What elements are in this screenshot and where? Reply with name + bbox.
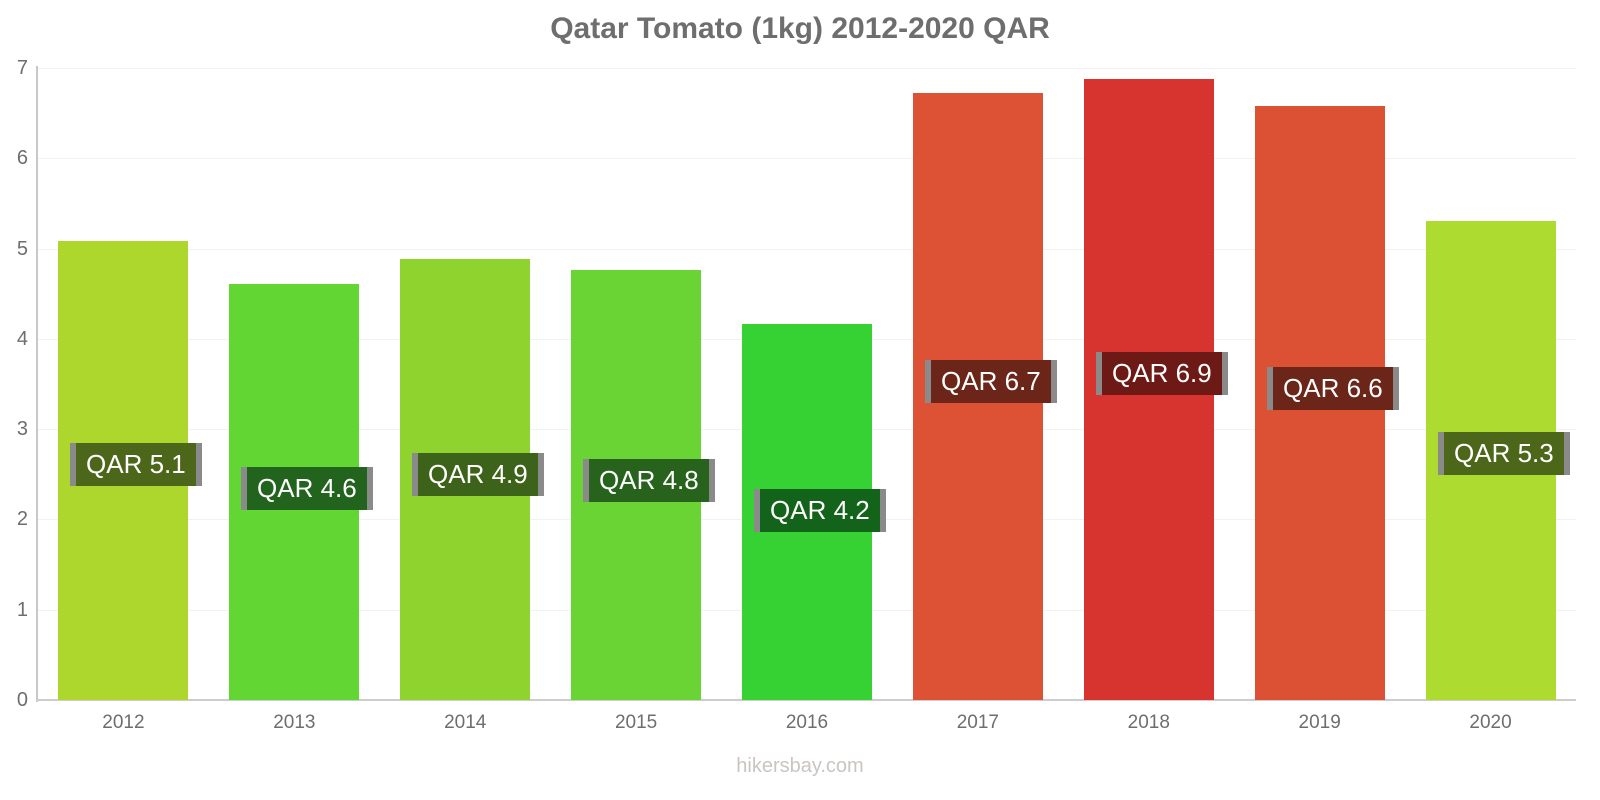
gridline	[36, 68, 1576, 69]
y-axis-tick-label: 7	[16, 57, 28, 79]
x-axis-tick-label: 2018	[1127, 712, 1170, 733]
source-watermark: hikersbay.com	[736, 755, 864, 777]
bar-value-label: QAR 4.6	[241, 467, 373, 510]
bar-value-label: QAR 5.1	[70, 443, 202, 486]
gridline	[36, 158, 1576, 160]
y-axis-tick-label: 4	[16, 327, 28, 350]
x-axis-tick-label: 2020	[1469, 712, 1512, 733]
bar-value-label: QAR 4.9	[412, 453, 544, 496]
x-axis-line	[36, 699, 1576, 701]
y-axis-tick-label: 0	[16, 689, 28, 711]
y-axis-tick-label: 6	[16, 147, 28, 170]
bar-value-label: QAR 6.6	[1267, 367, 1399, 410]
y-axis-tick-label: 2	[16, 508, 28, 531]
x-axis-tick-label: 2019	[1298, 712, 1341, 733]
x-axis-tick-label: 2017	[956, 712, 1000, 733]
chart-title: Qatar Tomato (1kg) 2012-2020 QAR	[550, 12, 1050, 45]
bar-value-label: QAR 6.7	[925, 360, 1057, 403]
bar-value-label: QAR 6.9	[1096, 352, 1228, 395]
gridline	[36, 248, 1576, 250]
x-axis-tick-label: 2015	[614, 712, 658, 733]
x-axis-tick-label: 2013	[273, 712, 316, 733]
x-axis-tick-label: 2012	[102, 712, 145, 733]
y-axis-line	[36, 66, 38, 702]
y-axis-tick-label: 3	[16, 418, 28, 441]
y-axis-tick-label: 5	[16, 237, 28, 260]
y-axis-tick-label: 1	[16, 598, 28, 621]
bar-value-label: QAR 4.2	[754, 489, 886, 532]
x-axis-tick-label: 2016	[785, 712, 829, 733]
bar-value-label: QAR 4.8	[583, 459, 715, 502]
bar-value-label: QAR 5.3	[1438, 432, 1570, 475]
x-axis-tick-label: 2014	[444, 712, 487, 733]
bars-layer: QAR 5.1 QAR 4.6 QAR 4.9 QAR 4.8 QAR 4.2 QAR 6…	[58, 78, 1570, 700]
